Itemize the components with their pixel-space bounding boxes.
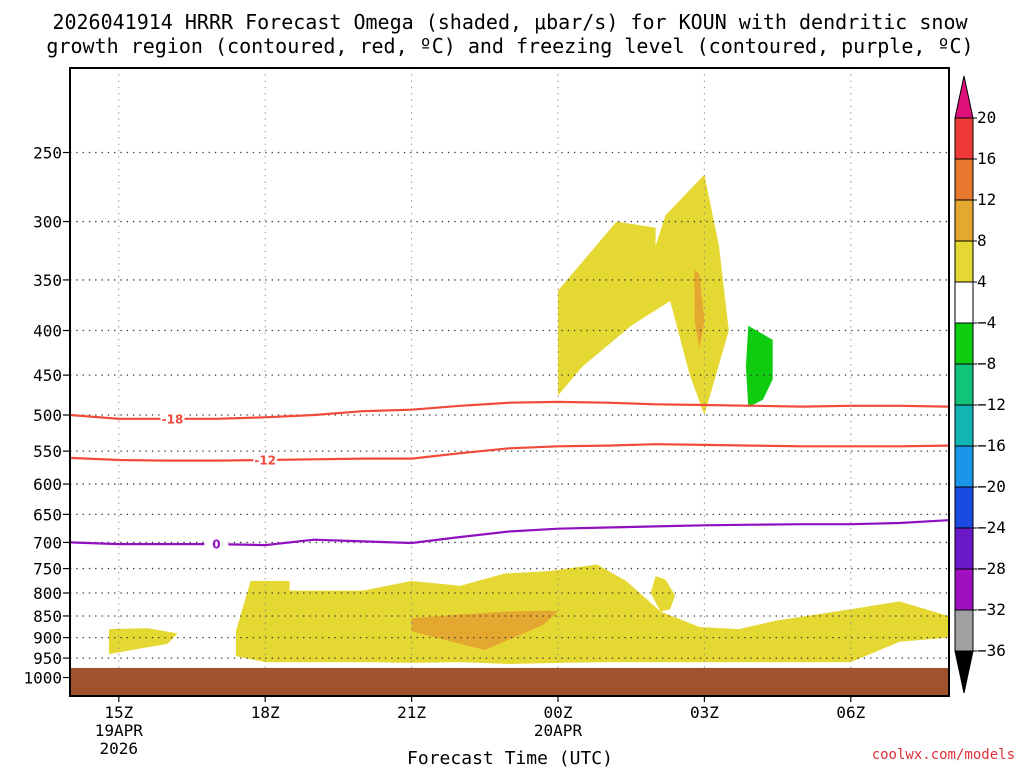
- xtick-date-00Z: 20APR: [534, 721, 583, 740]
- colorbar-swatch-4: [954, 240, 974, 283]
- temperature-contours: -18 -12 0: [70, 400, 949, 552]
- ytick-label-650: 650: [33, 505, 62, 524]
- ground-fill: [70, 667, 949, 696]
- colorbar-label-2: 16: [977, 149, 996, 168]
- ytick-label-550: 550: [33, 442, 62, 461]
- contour-label-bg-2: [253, 452, 278, 467]
- xtick-date-15Z: 19APR: [95, 721, 144, 740]
- ytick-label-900: 900: [33, 629, 62, 648]
- colorbar-bottom-arrow: [954, 650, 974, 694]
- omega-region-4: [558, 174, 729, 415]
- colorbar-label-11: −24: [977, 518, 1006, 537]
- contour-label-1: -18: [162, 412, 184, 426]
- contour-line-2: [70, 443, 949, 462]
- ytick-label-450: 450: [33, 366, 62, 385]
- colorbar-swatch-7: [954, 363, 974, 406]
- colorbar-swatch-9: [954, 445, 974, 488]
- colorbar-label-12: −28: [977, 559, 1006, 578]
- omega-region-7: [745, 325, 773, 408]
- ytick-label-500: 500: [33, 406, 62, 425]
- colorbar-label-7: −8: [977, 354, 996, 373]
- colorbar-swatch-11: [954, 527, 974, 570]
- chart-title-line-1: 2026041914 HRRR Forecast Omega (shaded, …: [52, 10, 968, 34]
- plot-frame: [69, 67, 950, 697]
- colorbar-swatch-2: [954, 158, 974, 201]
- omega-region-2: [109, 628, 178, 655]
- ytick-label-1000: 1000: [23, 669, 62, 688]
- omega-region-1: [235, 564, 949, 664]
- colorbar-label-1: 20: [977, 108, 996, 127]
- xtick-label-18Z: 18Z: [251, 703, 280, 722]
- ytick-label-800: 800: [33, 584, 62, 603]
- pressure-axis: 250 300 350 400 450 500 550 600 650 700 750 800 850 9…: [23, 144, 70, 688]
- ytick-label-400: 400: [33, 322, 62, 341]
- colorbar-swatch-13: [954, 609, 974, 652]
- colorbar-label-8: −12: [977, 395, 1006, 414]
- xtick-year-15Z: 2026: [100, 739, 139, 758]
- ytick-label-950: 950: [33, 649, 62, 668]
- colorbar-swatch-12: [954, 568, 974, 611]
- ytick-label-300: 300: [33, 213, 62, 232]
- contour-label-2: -12: [254, 453, 276, 467]
- ytick-label-750: 750: [33, 560, 62, 579]
- contour-label-3: 0: [212, 538, 220, 552]
- xtick-label-03Z: 03Z: [690, 703, 719, 722]
- colorbar-label-13: −32: [977, 600, 1006, 619]
- colorbar-swatch-1: [954, 117, 974, 160]
- xtick-label-15Z: 15Z: [104, 703, 133, 722]
- contour-label-bg-1: [160, 411, 185, 426]
- colorbar-label-4: 8: [977, 231, 987, 250]
- x-axis-label: Forecast Time (UTC): [407, 748, 613, 768]
- colorbar-swatch-6: [954, 322, 974, 365]
- omega-region-6: [694, 269, 705, 349]
- omega-shading: [109, 174, 949, 664]
- omega-region-3: [650, 576, 676, 612]
- ytick-label-700: 700: [33, 533, 62, 552]
- colorbar-swatch-5: [954, 281, 974, 324]
- ytick-label-850: 850: [33, 607, 62, 626]
- colorbar-swatch-10: [954, 486, 974, 529]
- xtick-label-06Z: 06Z: [836, 703, 865, 722]
- colorbar-top-arrow: [954, 75, 974, 119]
- colorbar-label-5: 4: [977, 272, 987, 291]
- colorbar-label-6: −4: [977, 313, 996, 332]
- colorbar-label-10: −20: [977, 477, 1006, 496]
- ytick-label-600: 600: [33, 475, 62, 494]
- colorbar-label-9: −16: [977, 436, 1006, 455]
- colorbar-label-3: 12: [977, 190, 996, 209]
- colorbar-swatch-3: [954, 199, 974, 242]
- omega-region-5: [411, 610, 558, 650]
- colorbar-swatch-8: [954, 404, 974, 447]
- xtick-label-21Z: 21Z: [397, 703, 426, 722]
- ytick-label-350: 350: [33, 271, 62, 290]
- chart-title-line-2: growth region (contoured, red, ºC) and f…: [46, 34, 973, 58]
- xtick-label-00Z: 00Z: [544, 703, 573, 722]
- omega-colorbar: 20 16 12 8 4 −4 −8 −12 −16 −20 −24 −28 −32 −36: [954, 75, 1006, 694]
- credit-text: coolwx.com/models: [872, 747, 1015, 763]
- colorbar-label-14: −36: [977, 641, 1006, 660]
- contour-line-1: [70, 400, 949, 420]
- contour-label-bg-3: [204, 537, 229, 552]
- ground-layer: [70, 667, 949, 696]
- ytick-label-250: 250: [33, 144, 62, 163]
